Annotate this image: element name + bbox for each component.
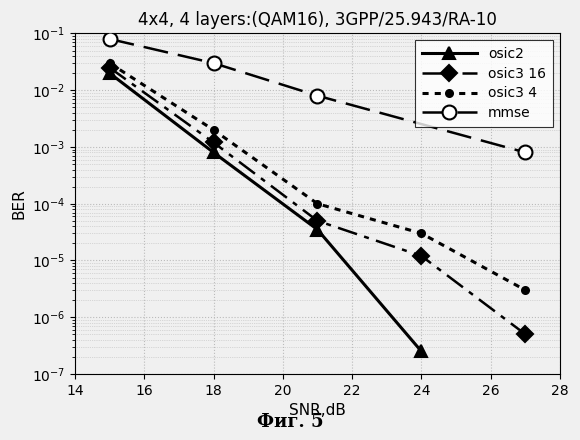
osic3 16 bbox=[106, 65, 113, 70]
osic3 4 bbox=[522, 287, 529, 293]
osic3 4 bbox=[210, 127, 217, 132]
mmse bbox=[106, 37, 113, 42]
osic3 16 bbox=[522, 332, 529, 337]
Line: osic3 4: osic3 4 bbox=[103, 56, 532, 297]
Title: 4x4, 4 layers:(QAM16), 3GPP/25.943/RA-10: 4x4, 4 layers:(QAM16), 3GPP/25.943/RA-10 bbox=[138, 11, 497, 29]
mmse bbox=[522, 150, 529, 155]
osic3 16 bbox=[314, 218, 321, 224]
Y-axis label: BER: BER bbox=[11, 188, 26, 219]
Line: osic2: osic2 bbox=[103, 67, 427, 358]
osic2 bbox=[106, 70, 113, 76]
osic3 4 bbox=[418, 231, 425, 236]
Legend: osic2, osic3 16, osic3 4, mmse: osic2, osic3 16, osic3 4, mmse bbox=[415, 40, 553, 127]
Line: osic3 16: osic3 16 bbox=[104, 62, 531, 340]
mmse bbox=[314, 93, 321, 99]
Line: mmse: mmse bbox=[103, 32, 532, 159]
osic2 bbox=[418, 349, 425, 354]
osic2 bbox=[210, 150, 217, 155]
Text: Фиг. 5: Фиг. 5 bbox=[257, 413, 323, 431]
osic3 4 bbox=[106, 60, 113, 66]
osic3 4 bbox=[314, 201, 321, 206]
osic3 16 bbox=[210, 140, 217, 145]
osic2 bbox=[314, 227, 321, 232]
osic3 16 bbox=[418, 253, 425, 259]
mmse bbox=[210, 60, 217, 66]
X-axis label: SNR,dB: SNR,dB bbox=[289, 403, 346, 418]
